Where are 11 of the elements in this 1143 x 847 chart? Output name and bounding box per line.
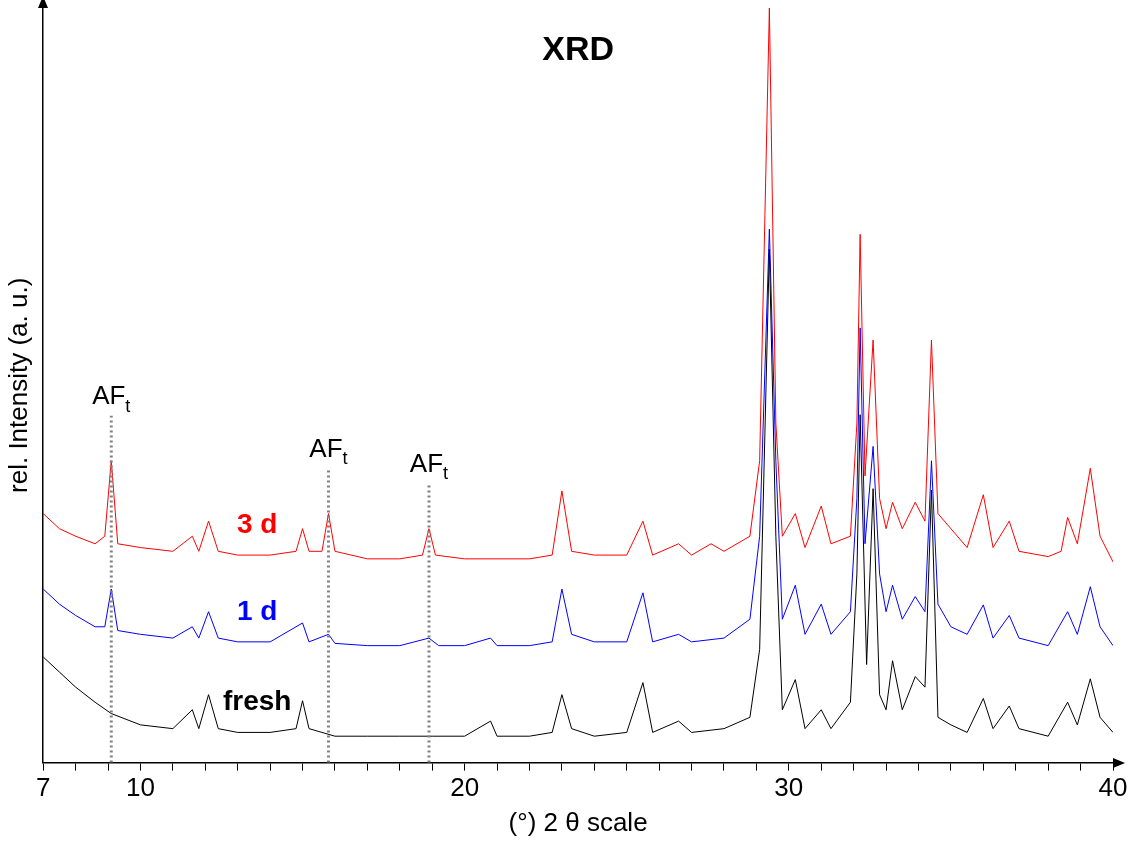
x-tick-label: 40 [1098, 772, 1128, 803]
x-tick-label: 10 [125, 772, 155, 803]
x-tick-label: 20 [450, 772, 480, 803]
y-axis-title: rel. Intensity (a. u.) [2, 277, 33, 493]
text: XRD [542, 29, 614, 67]
series-label: 3 d [236, 508, 278, 540]
series-label: 1 d [236, 594, 278, 626]
x-axis-title: (°) 2 θ scale [508, 806, 648, 837]
series-label: fresh [222, 685, 292, 717]
x-tick-label: 7 [35, 772, 51, 803]
x-tick-label: 30 [774, 772, 804, 803]
